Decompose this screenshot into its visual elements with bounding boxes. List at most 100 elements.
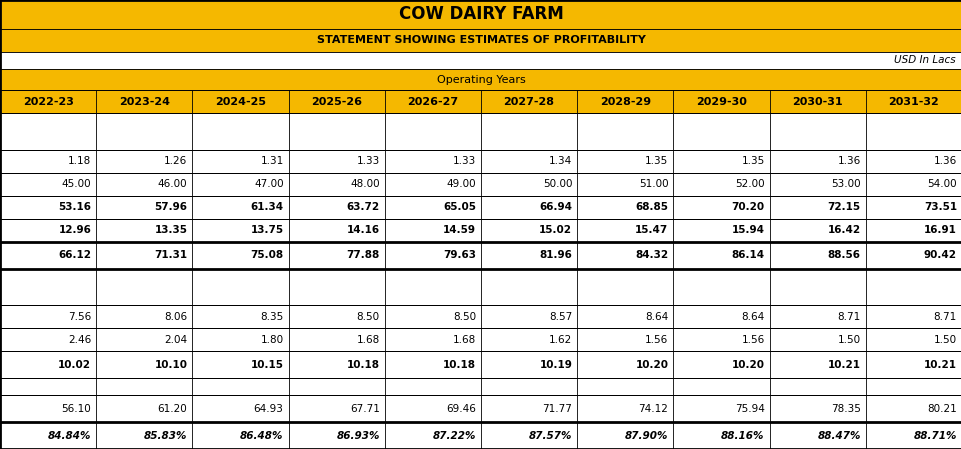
Text: 7.56: 7.56 (68, 312, 91, 321)
Text: 10.19: 10.19 (539, 360, 572, 370)
Text: 15.47: 15.47 (634, 225, 668, 235)
Text: 13.75: 13.75 (250, 225, 283, 235)
Text: 14.59: 14.59 (442, 225, 476, 235)
Text: 75.94: 75.94 (734, 404, 764, 414)
Bar (0, 113, 961, 150)
Bar (0, 0, 961, 29)
Text: 8.50: 8.50 (453, 312, 476, 321)
Text: 2023-24: 2023-24 (118, 97, 170, 107)
Text: 79.63: 79.63 (442, 250, 476, 260)
Text: 87.57%: 87.57% (529, 431, 572, 440)
Text: 78.35: 78.35 (830, 404, 860, 414)
Bar (0, 219, 961, 242)
Text: 88.47%: 88.47% (817, 431, 860, 440)
Text: 1.56: 1.56 (645, 335, 668, 345)
Text: 16.42: 16.42 (826, 225, 860, 235)
Text: 71.31: 71.31 (154, 250, 187, 260)
Text: 63.72: 63.72 (346, 202, 380, 212)
Text: 1.31: 1.31 (260, 156, 283, 166)
Text: 87.90%: 87.90% (625, 431, 668, 440)
Text: Operating Years: Operating Years (436, 75, 525, 84)
Text: 8.71: 8.71 (837, 312, 860, 321)
Bar (0, 395, 961, 422)
Bar (0, 52, 961, 69)
Text: 61.34: 61.34 (250, 202, 283, 212)
Text: 12.96: 12.96 (59, 225, 91, 235)
Text: 2025-26: 2025-26 (310, 97, 362, 107)
Bar (0, 305, 961, 328)
Text: 1.34: 1.34 (549, 156, 572, 166)
Text: 81.96: 81.96 (539, 250, 572, 260)
Text: 1.68: 1.68 (357, 335, 380, 345)
Text: 2030-31: 2030-31 (792, 97, 842, 107)
Text: 16.91: 16.91 (924, 225, 956, 235)
Text: 2028-29: 2028-29 (599, 97, 651, 107)
Text: 64.93: 64.93 (254, 404, 283, 414)
Text: 10.21: 10.21 (923, 360, 956, 370)
Text: 1.18: 1.18 (68, 156, 91, 166)
Text: 2031-32: 2031-32 (888, 97, 938, 107)
Bar (0, 422, 961, 449)
Text: 1.62: 1.62 (549, 335, 572, 345)
Text: 2.04: 2.04 (164, 335, 187, 345)
Text: 66.12: 66.12 (58, 250, 91, 260)
Text: 1.68: 1.68 (453, 335, 476, 345)
Text: 13.35: 13.35 (154, 225, 187, 235)
Text: 75.08: 75.08 (250, 250, 283, 260)
Text: 88.16%: 88.16% (721, 431, 764, 440)
Text: 84.84%: 84.84% (48, 431, 91, 440)
Text: 73.51: 73.51 (923, 202, 956, 212)
Text: 1.36: 1.36 (837, 156, 860, 166)
Text: 71.77: 71.77 (542, 404, 572, 414)
Bar (0, 351, 961, 378)
Text: 2026-27: 2026-27 (407, 97, 458, 107)
Text: 68.85: 68.85 (634, 202, 668, 212)
Text: 48.00: 48.00 (350, 179, 380, 189)
Text: 88.71%: 88.71% (913, 431, 956, 440)
Text: 15.02: 15.02 (538, 225, 572, 235)
Text: 10.10: 10.10 (154, 360, 187, 370)
Text: 90.42: 90.42 (923, 250, 956, 260)
Bar (0, 269, 961, 305)
Text: 61.20: 61.20 (158, 404, 187, 414)
Text: 2022-23: 2022-23 (23, 97, 73, 107)
Text: 72.15: 72.15 (826, 202, 860, 212)
Text: 53.00: 53.00 (830, 179, 860, 189)
Text: 2029-30: 2029-30 (696, 97, 746, 107)
Bar (0, 242, 961, 269)
Text: 8.64: 8.64 (741, 312, 764, 321)
Text: 8.50: 8.50 (357, 312, 380, 321)
Bar (0, 378, 961, 395)
Text: 87.22%: 87.22% (432, 431, 476, 440)
Text: 46.00: 46.00 (158, 179, 187, 189)
Text: 66.94: 66.94 (538, 202, 572, 212)
Text: 50.00: 50.00 (542, 179, 572, 189)
Text: 1.36: 1.36 (933, 156, 956, 166)
Text: 86.48%: 86.48% (240, 431, 283, 440)
Text: 1.26: 1.26 (164, 156, 187, 166)
Text: 84.32: 84.32 (634, 250, 668, 260)
Text: 65.05: 65.05 (442, 202, 476, 212)
Text: 10.02: 10.02 (58, 360, 91, 370)
Bar (0, 150, 961, 173)
Text: 51.00: 51.00 (638, 179, 668, 189)
Text: 10.20: 10.20 (634, 360, 668, 370)
Text: 2.46: 2.46 (68, 335, 91, 345)
Bar (0, 328, 961, 351)
Bar (0, 173, 961, 196)
Text: 15.94: 15.94 (730, 225, 764, 235)
Text: 1.56: 1.56 (741, 335, 764, 345)
Bar (0, 29, 961, 52)
Text: 8.06: 8.06 (164, 312, 187, 321)
Text: 56.10: 56.10 (62, 404, 91, 414)
Text: 10.20: 10.20 (730, 360, 764, 370)
Bar (0, 69, 961, 90)
Text: 47.00: 47.00 (254, 179, 283, 189)
Text: 1.35: 1.35 (645, 156, 668, 166)
Text: 8.57: 8.57 (549, 312, 572, 321)
Text: 74.12: 74.12 (638, 404, 668, 414)
Text: 1.33: 1.33 (357, 156, 380, 166)
Bar (0, 90, 961, 113)
Text: 8.35: 8.35 (260, 312, 283, 321)
Text: STATEMENT SHOWING ESTIMATES OF PROFITABILITY: STATEMENT SHOWING ESTIMATES OF PROFITABI… (316, 35, 645, 45)
